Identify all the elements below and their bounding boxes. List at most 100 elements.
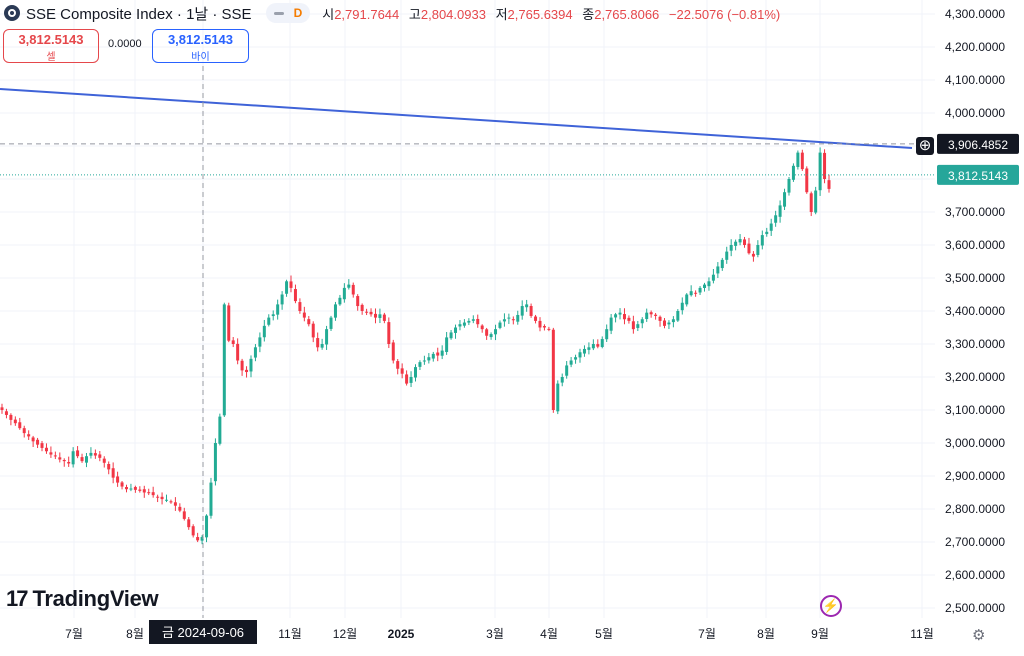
candle-body [569, 360, 573, 365]
brand-name: TradingView [32, 586, 159, 611]
lightning-icon[interactable]: ⚡ [820, 595, 842, 617]
candle-body [805, 168, 809, 193]
y-axis: 4,300.0000 4,200.0000 4,100.0000 4,000.0000… [945, 7, 1005, 615]
add-alert-plus-icon[interactable]: ⊕ [916, 137, 934, 155]
candle-body [591, 344, 595, 349]
y-tick-label: 3,400.0000 [945, 304, 1005, 318]
candle-body [720, 259, 724, 269]
candle-body [516, 314, 520, 322]
candle-body [240, 360, 244, 371]
close-label: 종 [582, 6, 595, 22]
candle-body [734, 241, 738, 246]
trend-line[interactable] [0, 88, 913, 149]
candle-body [645, 312, 649, 320]
candle-body [342, 287, 346, 300]
candle-body [98, 454, 102, 458]
candle-body [489, 334, 493, 338]
candle-body [4, 411, 8, 415]
candle-body [93, 453, 97, 456]
candle-body [809, 193, 813, 212]
low-label: 저 [495, 6, 508, 22]
open-label: 시 [322, 6, 335, 22]
candle-body [258, 337, 262, 347]
candle-body [791, 165, 795, 180]
sell-label: 셀 [46, 52, 56, 63]
buy-button[interactable]: 3,812.5143 바이 [152, 29, 249, 63]
candle-body [160, 496, 164, 500]
candle-body [507, 317, 511, 319]
low-value: 2,765.6394 [507, 6, 573, 22]
candle-body [534, 316, 538, 321]
symbol-logo-icon [4, 5, 20, 21]
candle-body [13, 419, 17, 424]
y-tick-label: 2,800.0000 [945, 502, 1005, 516]
candle-body [502, 319, 506, 322]
candle-body [84, 456, 88, 463]
candle-body [289, 281, 293, 288]
candle-body [445, 337, 449, 352]
candle-body [823, 152, 827, 179]
candle-body [262, 325, 266, 338]
candle-body [67, 462, 71, 464]
candle-body [587, 347, 591, 350]
candle-body [689, 291, 693, 296]
candle-body [827, 180, 831, 189]
candle-body [760, 235, 764, 246]
candle-body [774, 215, 778, 223]
x-tick-label: 2025 [388, 627, 415, 641]
candle-body [116, 476, 120, 483]
candle-body [551, 329, 555, 410]
candle-body [191, 526, 195, 536]
last-price-label: 3,812.5143 [948, 169, 1008, 183]
candle-body [471, 319, 475, 321]
candle-body [36, 439, 40, 445]
candle-body [360, 304, 364, 311]
candle-body [765, 231, 769, 235]
candle-body [320, 344, 324, 348]
interval-pill[interactable]: D [265, 3, 311, 23]
x-tick-label: 3월 [486, 627, 504, 641]
y-tick-label: 4,200.0000 [945, 40, 1005, 54]
interval-badge: D [293, 6, 303, 20]
candle-body [333, 304, 337, 318]
candle-body [236, 343, 240, 361]
y-tick-label: 4,100.0000 [945, 73, 1005, 87]
y-tick-label: 3,000.0000 [945, 436, 1005, 450]
candle-body [729, 245, 733, 251]
candle-body [351, 284, 355, 295]
x-tick-label: 11월 [278, 627, 302, 641]
candle-body [62, 459, 66, 462]
x-tick-label: 8월 [757, 627, 775, 641]
candle-body [382, 314, 386, 321]
candle-body [22, 428, 26, 434]
candle-body [769, 223, 773, 231]
candle-body [169, 501, 173, 503]
spread-value: 0.0000 [108, 38, 142, 50]
symbol-title[interactable]: SSE Composite Index · 1날 · SSE [26, 5, 252, 23]
candle-body [76, 450, 80, 457]
candle-body [378, 314, 382, 318]
x-tick-label: 4월 [540, 627, 558, 641]
candle-body [476, 318, 480, 325]
candle-body [676, 311, 680, 321]
candle-body [658, 316, 662, 321]
candle-body [44, 447, 48, 452]
candle-body [124, 487, 128, 490]
candle-body [18, 422, 22, 429]
candle-body [560, 377, 564, 383]
sell-button[interactable]: 3,812.5143 셀 [3, 29, 99, 63]
candle-body [556, 383, 560, 412]
candle-body [369, 311, 373, 315]
settings-icon[interactable]: ⚙ [972, 627, 986, 644]
tradingview-logo[interactable]: 17 TradingView [6, 586, 159, 612]
candle-body [640, 319, 644, 324]
guide-lines [0, 66, 935, 618]
candle-body [427, 357, 431, 361]
candle-body [667, 322, 671, 325]
last-price-badge [937, 164, 1019, 185]
candle-body [680, 302, 684, 311]
open-value: 2,791.7644 [334, 6, 400, 22]
candle-body [102, 458, 106, 463]
change-value: −22.5076 (−0.81%) [668, 6, 781, 22]
